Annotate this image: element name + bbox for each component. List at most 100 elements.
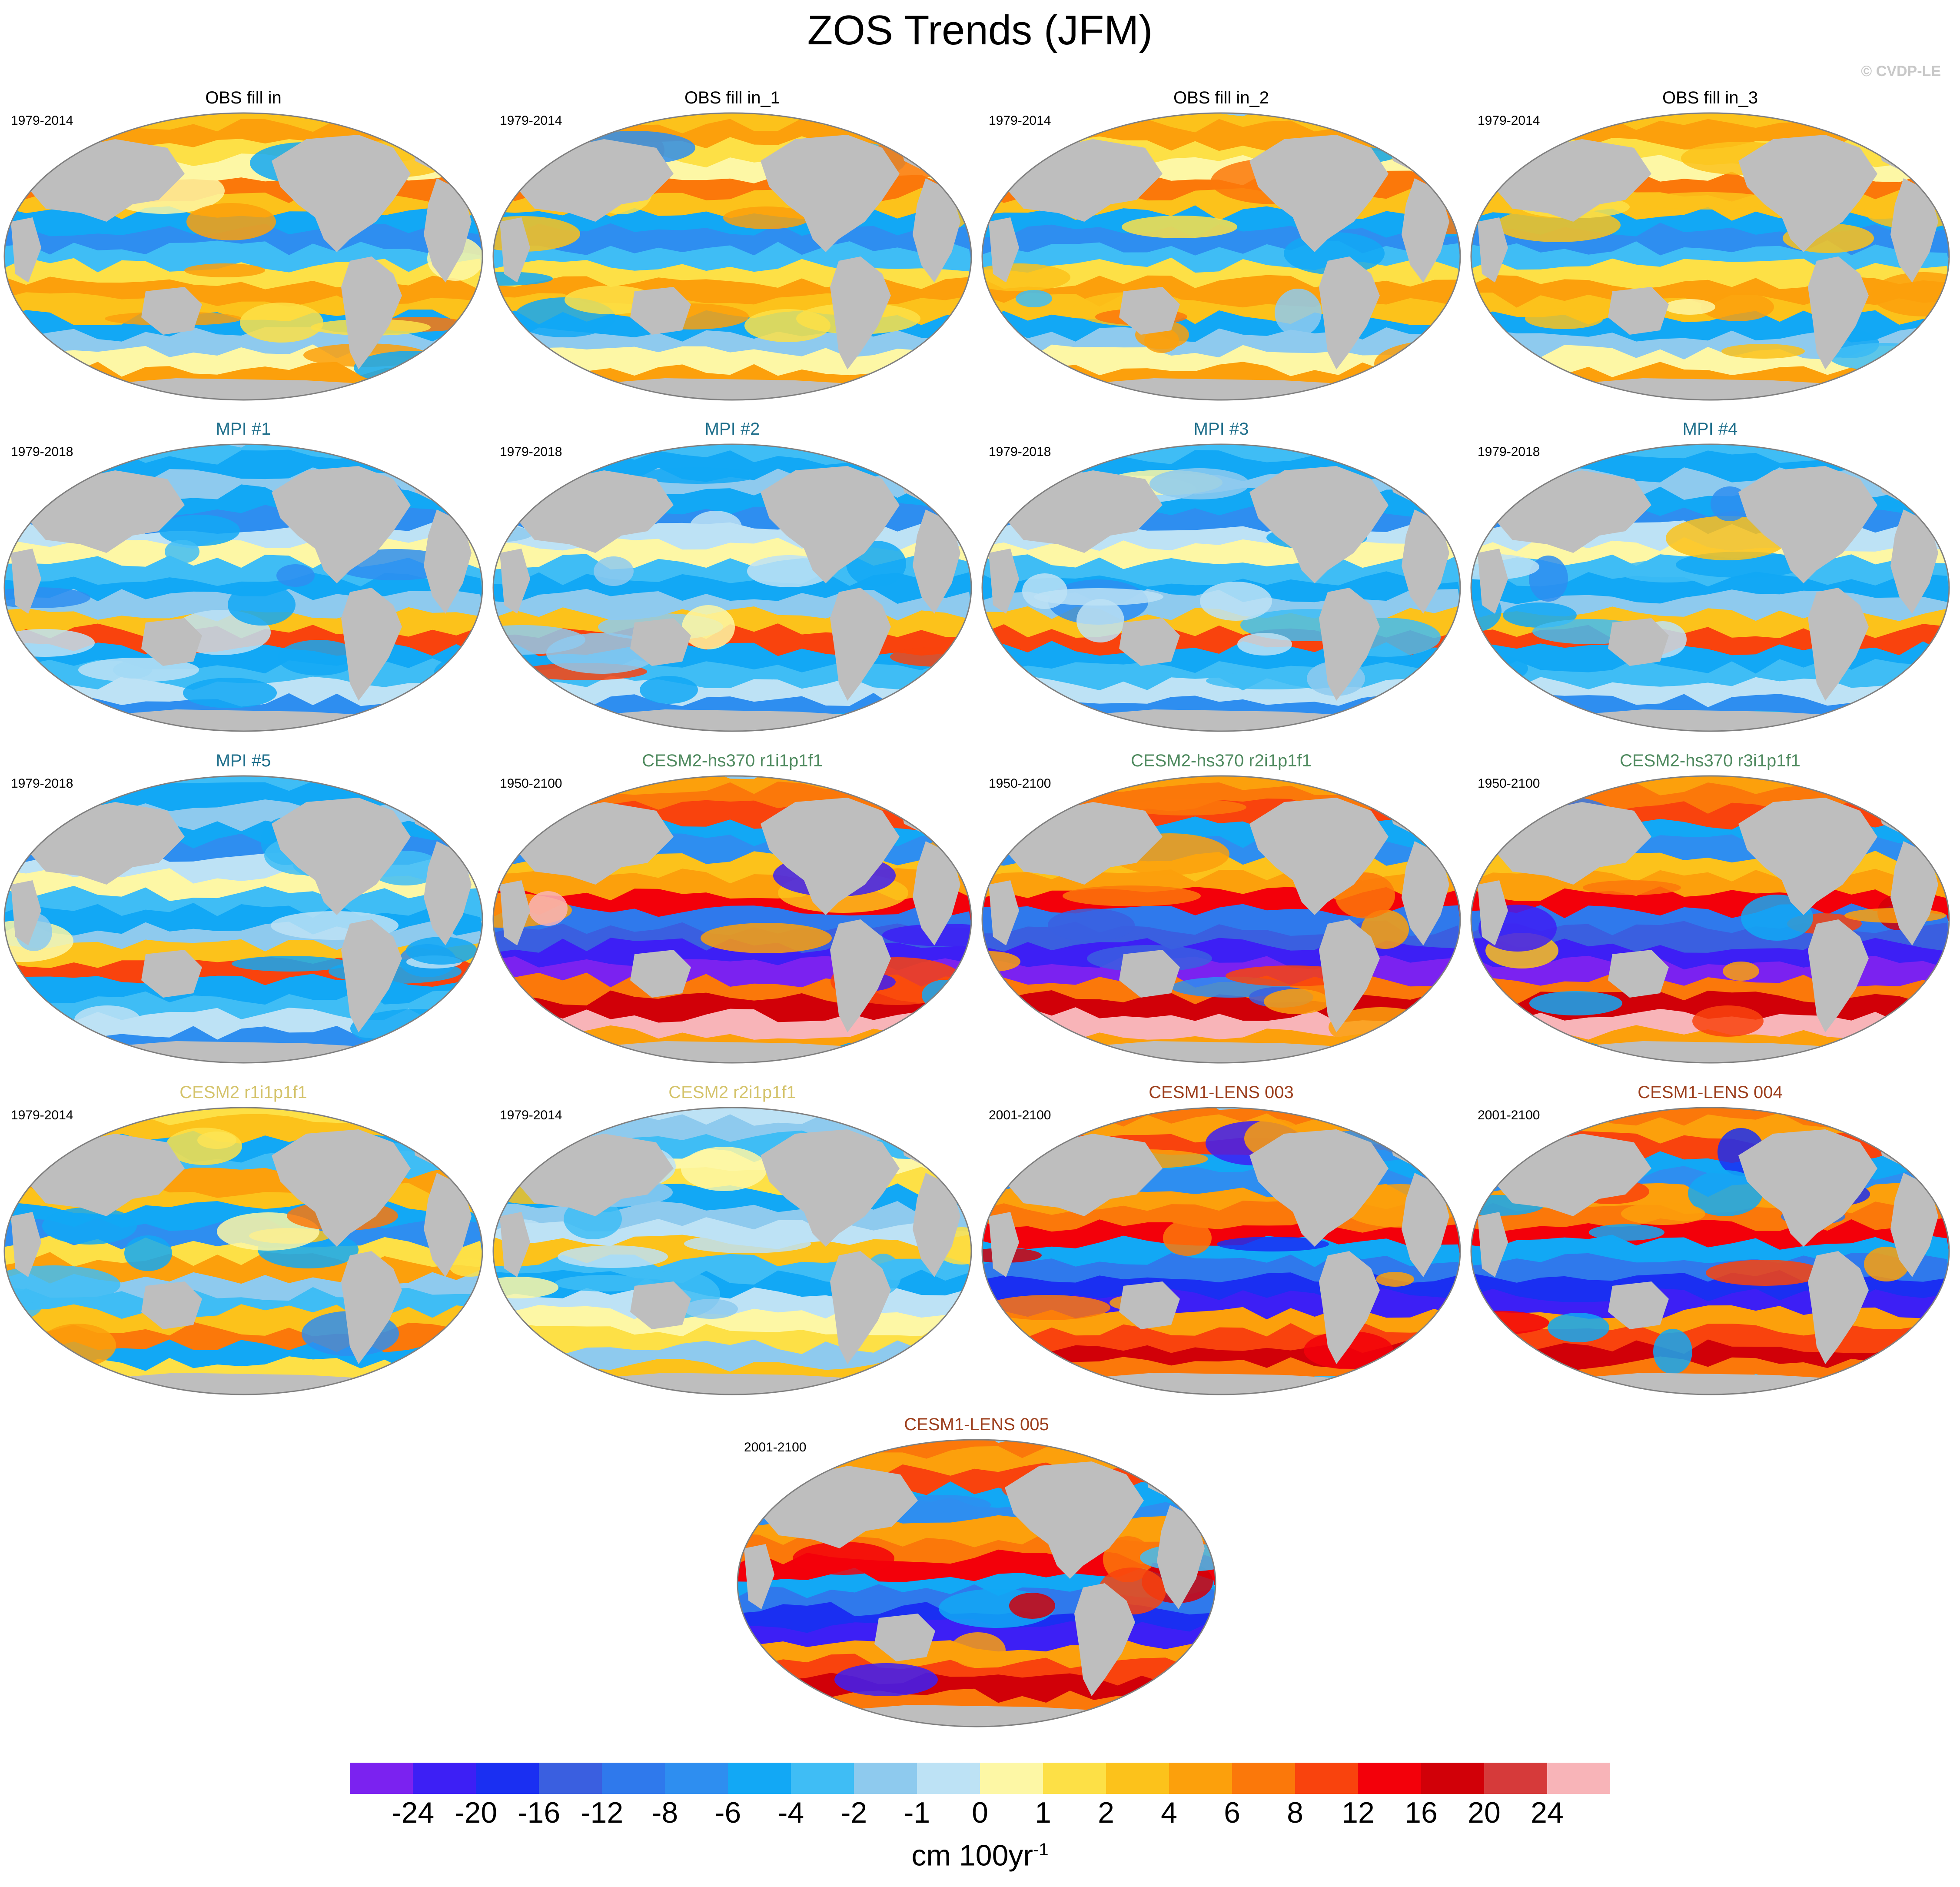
land-mass xyxy=(1608,1281,1669,1329)
trend-blob xyxy=(922,980,967,1010)
trend-blob xyxy=(159,515,240,546)
colorbar-box xyxy=(476,1763,539,1794)
colorbar-tick-label: -4 xyxy=(777,1796,804,1829)
colorbar-box xyxy=(791,1763,854,1794)
globe-map xyxy=(3,1107,483,1395)
land-mass xyxy=(1738,1129,1877,1247)
panel-title: OBS fill in_2 xyxy=(1173,88,1269,107)
land-mass xyxy=(989,217,1019,283)
colorbar-tick-label: 6 xyxy=(1224,1796,1240,1829)
trend-blob xyxy=(684,1299,738,1319)
trend-blob xyxy=(528,891,568,926)
land-mass xyxy=(1608,618,1669,666)
colorbar-tick-label: -20 xyxy=(454,1796,498,1829)
panel-title: CESM2-hs370 r3i1p1f1 xyxy=(1620,751,1801,770)
trend-blob xyxy=(640,676,698,704)
land-mass xyxy=(761,135,900,252)
globe-outline xyxy=(981,443,1461,732)
trend-blob xyxy=(744,309,831,342)
trend-blob xyxy=(4,587,90,608)
globe-map xyxy=(1470,775,1950,1064)
trend-blob xyxy=(546,633,657,674)
trend-blob xyxy=(1200,582,1272,621)
land-mass xyxy=(1890,509,1938,614)
trend-blob xyxy=(793,1542,894,1575)
map-panel: CESM2 r1i1p1f1 1979-2014 xyxy=(2,1082,485,1399)
map-panel: CESM2-hs370 r2i1p1f1 1950-2100 xyxy=(980,750,1462,1067)
globe-outline xyxy=(981,1107,1461,1395)
globe-map xyxy=(3,443,483,732)
globe-map xyxy=(1470,1107,1950,1395)
trend-blob xyxy=(555,1275,654,1291)
panel-years: 1979-2014 xyxy=(500,113,562,128)
trend-blob xyxy=(701,923,832,953)
globe-map xyxy=(981,1107,1461,1395)
land-mass xyxy=(1074,1583,1135,1696)
trend-blob xyxy=(228,584,296,626)
page-title: ZOS Trends (JFM) xyxy=(807,7,1153,53)
land-mass xyxy=(1808,256,1869,369)
colorbar-box xyxy=(854,1763,917,1794)
trend-blob xyxy=(406,937,477,965)
map-panel: MPI #2 1979-2018 xyxy=(491,418,973,735)
land-mass xyxy=(1402,178,1449,283)
cvdp-watermark: © CVDP-LE xyxy=(1861,63,1941,80)
globe-outline xyxy=(492,112,972,401)
trend-blob xyxy=(682,605,735,649)
trend-blob xyxy=(40,1324,116,1367)
land-mass xyxy=(1890,1173,1938,1277)
trend-blob xyxy=(1548,1313,1609,1342)
land-mass xyxy=(1249,798,1389,915)
trend-band xyxy=(982,119,1460,154)
trend-blob xyxy=(74,1005,140,1034)
colorbar-tick-label: -1 xyxy=(904,1796,930,1829)
globe-outline xyxy=(1470,1107,1950,1395)
trend-blob xyxy=(986,1295,1110,1320)
trend-blob xyxy=(834,1663,938,1696)
land-mass xyxy=(141,950,202,998)
land-mass xyxy=(1738,798,1877,915)
globe-map xyxy=(492,1107,972,1395)
land-mass xyxy=(1402,509,1449,614)
land-mass xyxy=(761,1129,900,1247)
land-mass xyxy=(989,1212,1019,1277)
colorbar-tick-label: -6 xyxy=(714,1796,741,1829)
colorbar-box xyxy=(728,1763,791,1794)
colorbar-box xyxy=(1484,1763,1547,1794)
globe-map xyxy=(737,1439,1216,1727)
trend-blob xyxy=(4,1265,120,1304)
trend-blob xyxy=(278,640,359,676)
globe-outline xyxy=(492,775,972,1064)
trend-band xyxy=(1471,782,1949,817)
trend-blob xyxy=(42,1207,137,1245)
trend-blob xyxy=(276,564,315,587)
land-mass xyxy=(913,1173,960,1277)
trend-blob xyxy=(1471,656,1528,682)
land-mass xyxy=(424,178,472,283)
globe-outline xyxy=(3,1107,483,1395)
land-mass xyxy=(1890,841,1938,945)
land-mass xyxy=(1478,880,1508,945)
land-mass xyxy=(424,509,472,614)
panel-years: 1950-2100 xyxy=(989,776,1051,791)
panel-title: CESM2 r1i1p1f1 xyxy=(179,1083,307,1102)
trend-blob xyxy=(1034,588,1163,606)
globe-map xyxy=(492,443,972,732)
land-mass xyxy=(500,880,530,945)
trend-blob xyxy=(558,1245,668,1268)
trend-blob xyxy=(354,351,472,385)
land-mass xyxy=(989,880,1019,945)
map-panel: CESM2-hs370 r3i1p1f1 1950-2100 xyxy=(1469,750,1951,1067)
map-panel: OBS fill in_1 1979-2014 xyxy=(491,87,973,404)
trend-blob xyxy=(684,1234,811,1253)
panel-title: MPI #2 xyxy=(704,419,760,439)
globe-map xyxy=(492,775,972,1064)
trend-blob xyxy=(1711,486,1749,521)
colorbar-tick-label: 20 xyxy=(1468,1796,1501,1829)
globe-outline xyxy=(1470,112,1950,401)
trend-blob xyxy=(1076,599,1124,642)
trend-blob xyxy=(1122,216,1237,238)
trend-blob xyxy=(1237,633,1292,656)
trend-blob xyxy=(1829,343,1939,371)
trend-blob xyxy=(186,203,276,240)
